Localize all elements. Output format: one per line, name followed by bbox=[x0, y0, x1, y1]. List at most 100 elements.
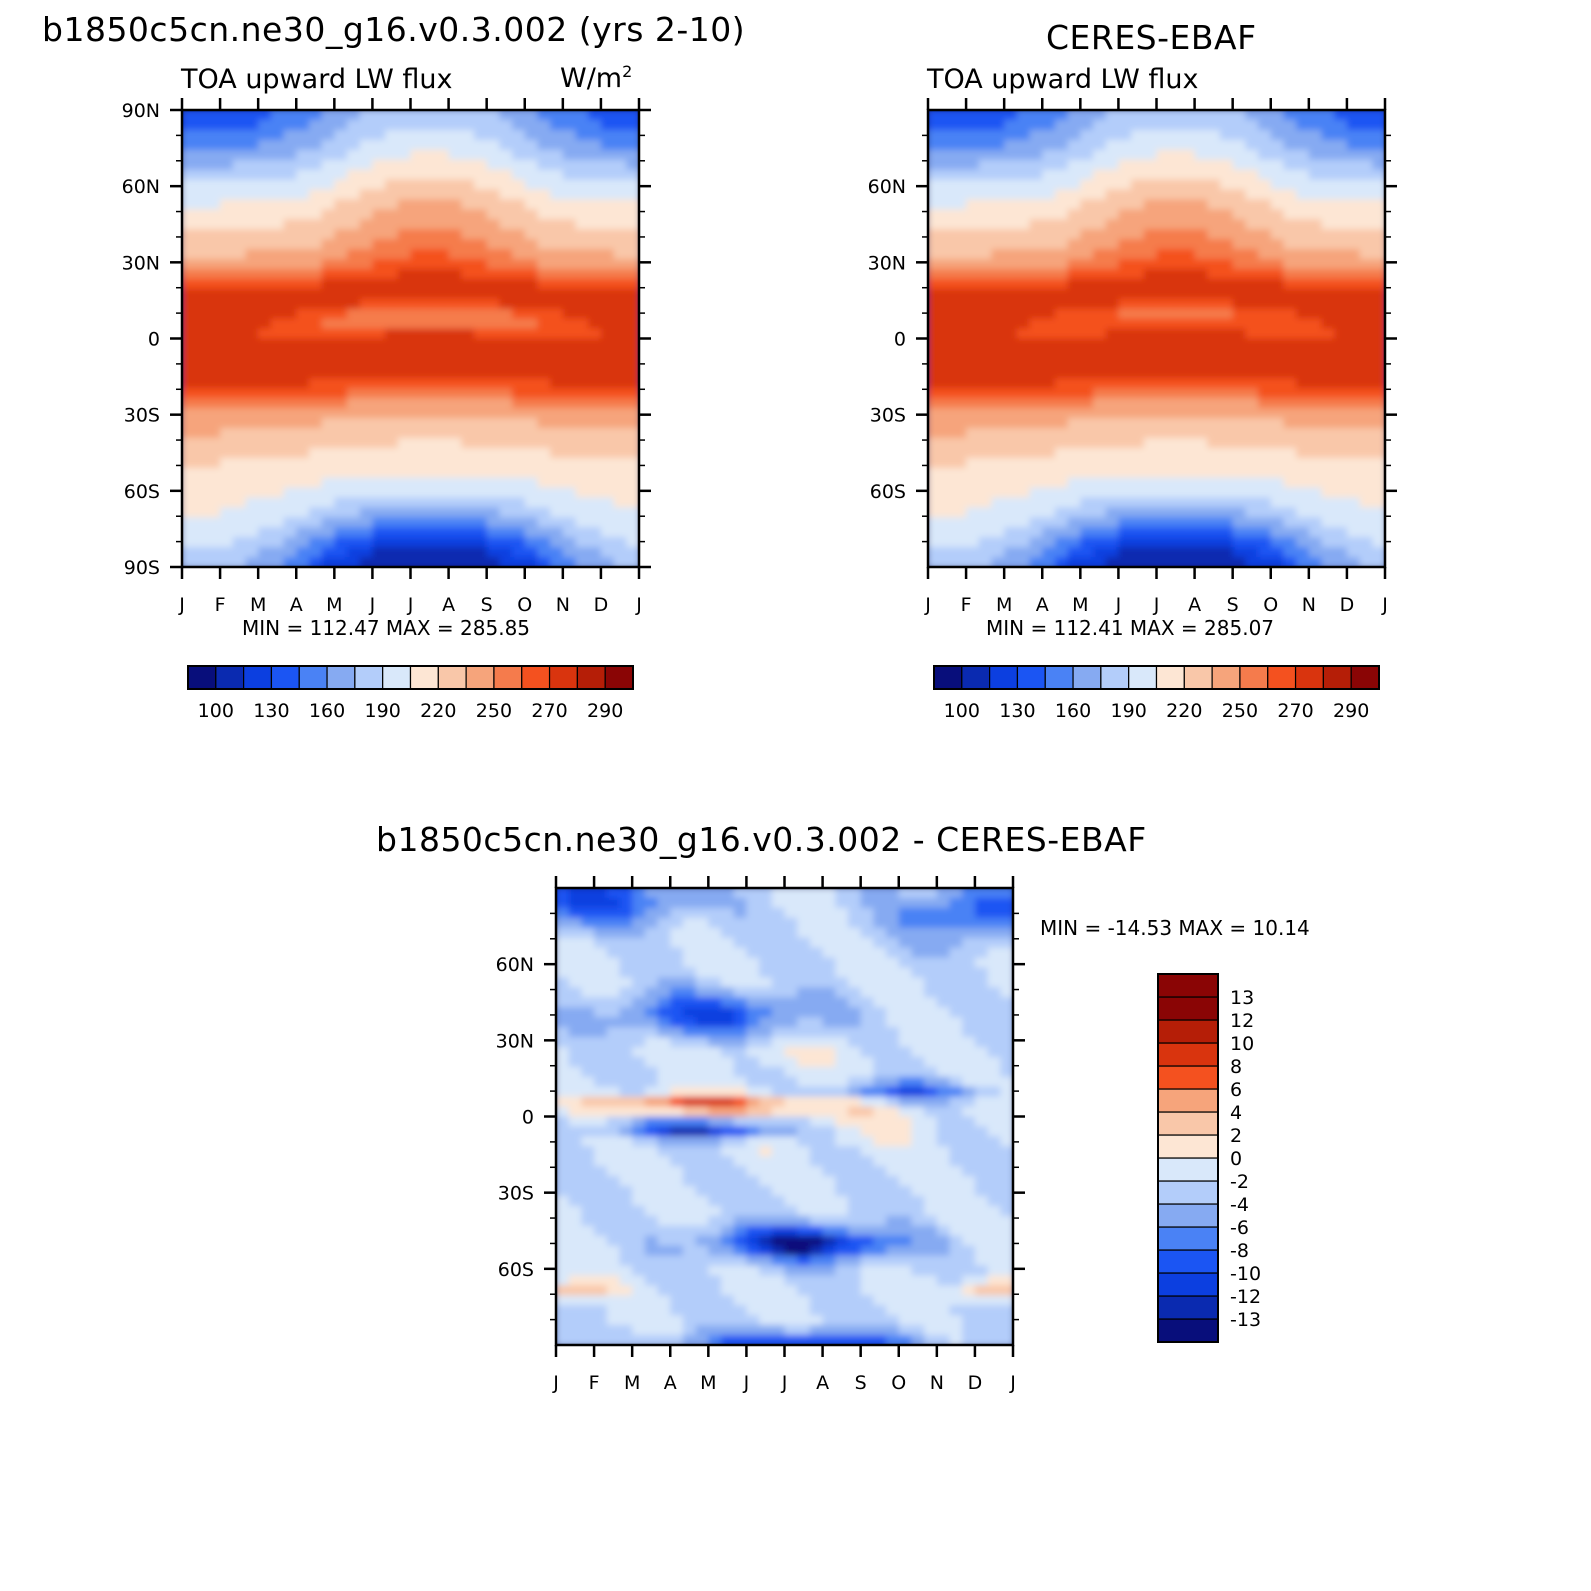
diff-cell bbox=[606, 977, 621, 989]
obs-cell bbox=[1016, 457, 1031, 469]
model-cell bbox=[461, 328, 475, 340]
model-cell bbox=[600, 368, 615, 380]
obs-cell bbox=[1219, 368, 1234, 380]
obs-cell bbox=[1042, 268, 1056, 280]
model-cell bbox=[550, 557, 564, 567]
diff-cell bbox=[721, 1126, 735, 1138]
diff-cell bbox=[733, 1027, 748, 1038]
model-cell bbox=[258, 338, 272, 350]
diff-field-cells bbox=[556, 888, 1013, 1345]
diff-cell bbox=[886, 1245, 900, 1257]
obs-cell bbox=[1093, 219, 1107, 231]
diff-cell bbox=[974, 1176, 989, 1187]
diff-cell bbox=[632, 947, 646, 959]
obs-cell bbox=[991, 527, 1005, 538]
diff-cell bbox=[822, 997, 837, 1009]
diff-cell bbox=[581, 1285, 595, 1297]
obs-cell bbox=[1004, 427, 1018, 439]
obs-cell bbox=[1194, 110, 1209, 121]
model-cell bbox=[347, 169, 361, 181]
model-cell bbox=[182, 388, 196, 399]
obs-cell bbox=[1308, 298, 1323, 310]
diff-cell bbox=[898, 977, 913, 989]
diff-cell bbox=[556, 1007, 570, 1018]
model-cell bbox=[473, 457, 488, 469]
diff-cell bbox=[873, 1136, 887, 1148]
obs-cell bbox=[1118, 507, 1132, 519]
obs-cell bbox=[966, 139, 980, 151]
obs-cell bbox=[928, 378, 942, 389]
model-cell bbox=[245, 179, 259, 191]
diff-cell bbox=[1000, 1295, 1013, 1307]
diff-cell bbox=[606, 1215, 621, 1227]
diff-cell bbox=[962, 1166, 976, 1177]
model-cell bbox=[550, 179, 564, 191]
diff-cell bbox=[822, 1096, 837, 1108]
obs-cell bbox=[1181, 110, 1196, 121]
model-cell bbox=[296, 348, 310, 360]
diff-cell bbox=[619, 1096, 633, 1108]
obs-cell bbox=[1067, 437, 1082, 449]
model-cell bbox=[512, 298, 526, 310]
diff-cell bbox=[746, 997, 760, 1009]
model-cell bbox=[550, 477, 564, 489]
obs-cell bbox=[1321, 110, 1336, 121]
model-cell bbox=[220, 179, 234, 191]
obs-cell bbox=[1296, 298, 1310, 310]
model-cell bbox=[258, 368, 272, 380]
obs-cell bbox=[1346, 229, 1361, 240]
obs-cell bbox=[1143, 129, 1158, 141]
obs-cell bbox=[1219, 378, 1234, 389]
diff-cell bbox=[657, 1027, 672, 1038]
obs-cell bbox=[1372, 139, 1385, 151]
obs-cell bbox=[1004, 288, 1018, 300]
model-cell bbox=[397, 179, 412, 191]
obs-cell bbox=[978, 239, 993, 250]
diff-cell bbox=[860, 1235, 875, 1247]
model-cell bbox=[258, 179, 272, 191]
obs-cell bbox=[1283, 298, 1297, 310]
model-cell bbox=[626, 229, 639, 240]
obs-cell bbox=[1080, 467, 1094, 479]
obs-cell bbox=[1118, 477, 1132, 489]
model-cell bbox=[473, 417, 488, 429]
obs-cell bbox=[1067, 338, 1082, 350]
model-cell bbox=[207, 517, 221, 529]
model-cell bbox=[562, 477, 577, 489]
obs-cell bbox=[1080, 517, 1094, 529]
model-cell bbox=[385, 139, 399, 151]
obs-cell bbox=[1156, 318, 1170, 330]
obs-cell bbox=[991, 129, 1005, 141]
diff-cell bbox=[657, 1265, 672, 1277]
obs-cell bbox=[1372, 527, 1385, 538]
obs-cell bbox=[1283, 457, 1297, 469]
diff-cell bbox=[949, 937, 964, 949]
obs-cell bbox=[1054, 249, 1069, 260]
obs-cell bbox=[1093, 517, 1107, 529]
obs-cell bbox=[1080, 557, 1094, 567]
model-cell bbox=[423, 139, 437, 151]
model-cell bbox=[550, 427, 564, 439]
model-cell bbox=[524, 457, 539, 469]
obs-cell bbox=[1169, 427, 1183, 439]
diff-cell bbox=[746, 1076, 760, 1088]
obs-cell bbox=[1105, 169, 1120, 181]
diff-cell bbox=[721, 1166, 735, 1177]
obs-cell bbox=[1054, 318, 1069, 330]
obs-cell bbox=[1194, 358, 1209, 370]
diff-cell bbox=[708, 1106, 722, 1118]
obs-cell bbox=[1169, 139, 1183, 151]
obs-cell bbox=[1334, 149, 1348, 161]
diff-cell bbox=[847, 1225, 862, 1237]
obs-cell bbox=[1042, 338, 1056, 350]
diff-cell bbox=[822, 1235, 837, 1247]
obs-cell bbox=[1016, 368, 1031, 380]
obs-cell bbox=[1321, 358, 1336, 370]
obs-cell bbox=[1004, 547, 1018, 558]
obs-cell bbox=[1143, 398, 1158, 409]
obs-cell bbox=[1181, 189, 1196, 201]
diff-cell bbox=[556, 937, 570, 949]
obs-cell bbox=[1143, 110, 1158, 121]
obs-cell bbox=[1232, 328, 1247, 340]
obs-cell bbox=[978, 427, 993, 439]
